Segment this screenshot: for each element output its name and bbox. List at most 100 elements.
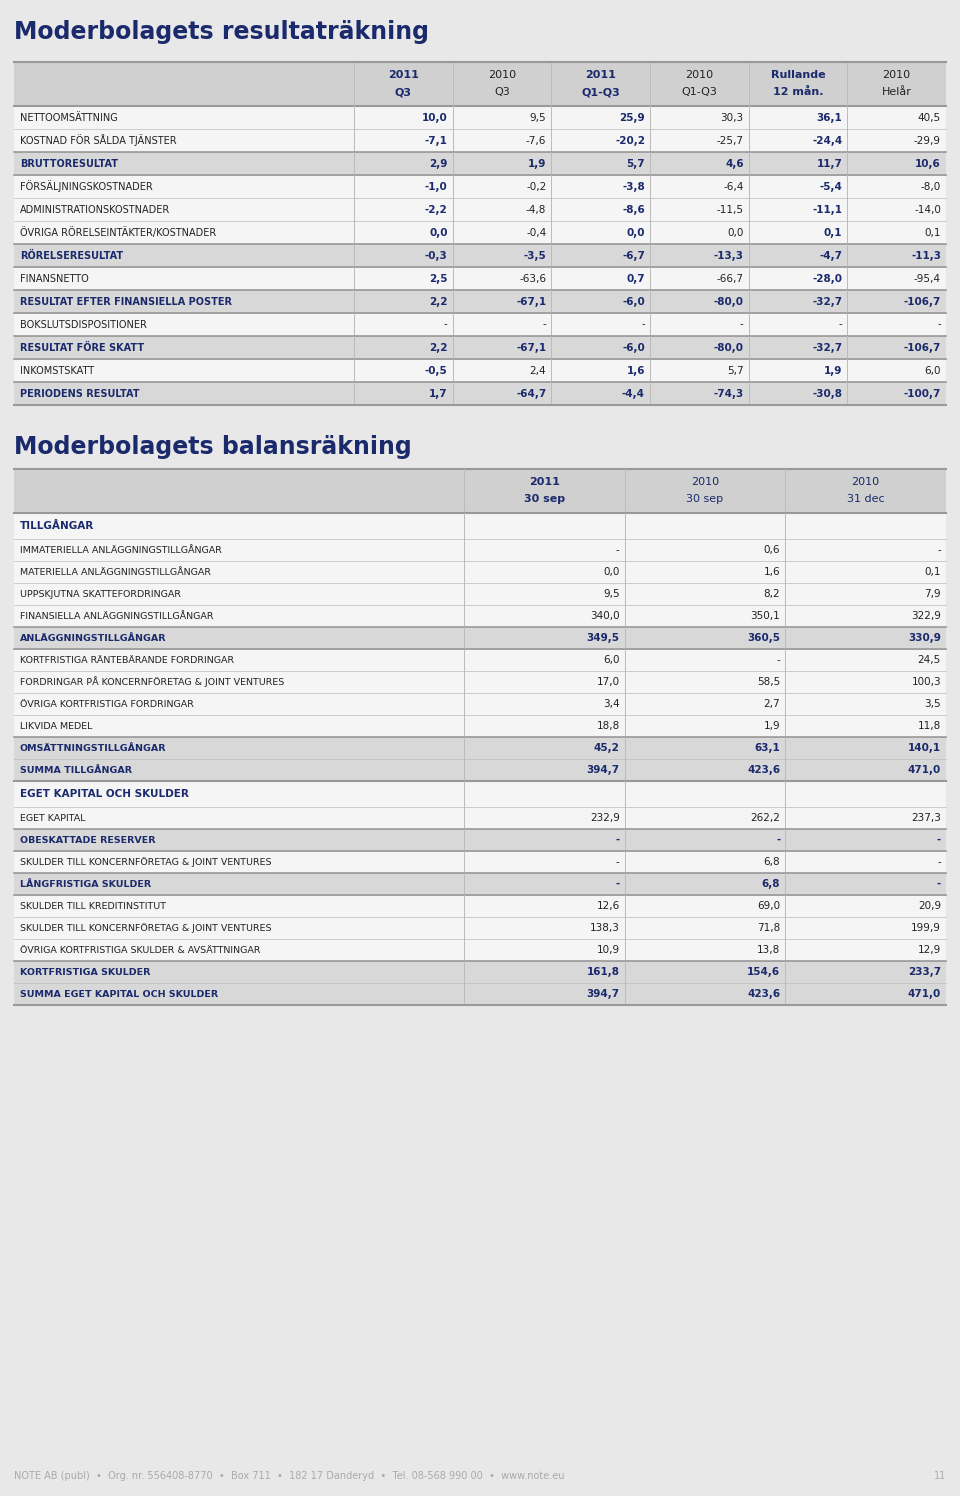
Text: 1,9: 1,9 (824, 365, 842, 375)
Text: -8,6: -8,6 (622, 205, 645, 214)
Bar (14, 290, 946, 313)
Text: 10,9: 10,9 (596, 945, 619, 954)
Text: 5,7: 5,7 (626, 159, 645, 169)
Text: -7,6: -7,6 (526, 136, 546, 145)
Text: -7,1: -7,1 (424, 136, 447, 145)
Text: SKULDER TILL KONCERNFÖRETAG & JOINT VENTURES: SKULDER TILL KONCERNFÖRETAG & JOINT VENT… (20, 857, 272, 868)
Text: 423,6: 423,6 (747, 764, 780, 775)
Bar (14, 874, 946, 895)
Text: 30 sep: 30 sep (686, 494, 724, 504)
Text: 3,5: 3,5 (924, 699, 941, 709)
Text: 24,5: 24,5 (918, 655, 941, 666)
Text: 2010: 2010 (691, 477, 719, 488)
Text: 340,0: 340,0 (590, 610, 619, 621)
Text: KOSTNAD FÖR SÅLDA TJÄNSTER: KOSTNAD FÖR SÅLDA TJÄNSTER (20, 135, 177, 147)
Text: 0,1: 0,1 (824, 227, 842, 238)
Text: 2011: 2011 (529, 477, 560, 488)
Text: SKULDER TILL KREDITINSTITUT: SKULDER TILL KREDITINSTITUT (20, 902, 166, 911)
Text: 0,0: 0,0 (728, 227, 744, 238)
Text: ÖVRIGA KORTFRISTIGA FORDRINGAR: ÖVRIGA KORTFRISTIGA FORDRINGAR (20, 700, 194, 709)
Text: 262,2: 262,2 (751, 812, 780, 823)
Bar (14, 758, 946, 781)
Text: 0,1: 0,1 (924, 567, 941, 577)
Text: -80,0: -80,0 (713, 296, 744, 307)
Text: 13,8: 13,8 (757, 945, 780, 954)
Text: 199,9: 199,9 (911, 923, 941, 934)
Text: -6,7: -6,7 (622, 250, 645, 260)
Text: 330,9: 330,9 (908, 633, 941, 643)
Text: 232,9: 232,9 (589, 812, 619, 823)
Bar (14, 266, 946, 290)
Bar (14, 983, 946, 1005)
Text: ÖVRIGA KORTFRISTIGA SKULDER & AVSÄTTNINGAR: ÖVRIGA KORTFRISTIGA SKULDER & AVSÄTTNING… (20, 945, 260, 954)
Bar (14, 381, 946, 405)
Text: UPPSKJUTNA SKATTEFORDRINGAR: UPPSKJUTNA SKATTEFORDRINGAR (20, 589, 181, 598)
Bar (14, 917, 946, 939)
Text: -67,1: -67,1 (516, 296, 546, 307)
Text: 349,5: 349,5 (587, 633, 619, 643)
Bar (14, 715, 946, 738)
Text: -: - (937, 835, 941, 845)
Text: 0,0: 0,0 (627, 227, 645, 238)
Text: -3,8: -3,8 (622, 181, 645, 191)
Bar (14, 129, 946, 153)
Text: FINANSNETTO: FINANSNETTO (20, 274, 88, 284)
Text: 30 sep: 30 sep (524, 494, 564, 504)
Text: 471,0: 471,0 (908, 764, 941, 775)
Bar (14, 693, 946, 715)
Text: 0,1: 0,1 (924, 227, 941, 238)
Text: 71,8: 71,8 (757, 923, 780, 934)
Text: Q3: Q3 (494, 87, 510, 97)
Text: -: - (616, 545, 619, 555)
Text: -: - (444, 320, 447, 329)
Text: 0,7: 0,7 (626, 274, 645, 284)
Text: 237,3: 237,3 (911, 812, 941, 823)
Text: -4,7: -4,7 (819, 250, 842, 260)
Text: 360,5: 360,5 (747, 633, 780, 643)
Text: 12,6: 12,6 (596, 901, 619, 911)
Text: Q1-Q3: Q1-Q3 (682, 87, 717, 97)
Text: -13,3: -13,3 (713, 250, 744, 260)
Text: 2011: 2011 (388, 70, 419, 79)
Text: 69,0: 69,0 (757, 901, 780, 911)
Text: EGET KAPITAL OCH SKULDER: EGET KAPITAL OCH SKULDER (20, 788, 189, 799)
Bar (14, 806, 946, 829)
Text: 233,7: 233,7 (908, 966, 941, 977)
Text: -: - (641, 320, 645, 329)
Text: -8,0: -8,0 (921, 181, 941, 191)
Bar (14, 939, 946, 960)
Text: 9,5: 9,5 (603, 589, 619, 598)
Text: NETTOOMSÄTTNING: NETTOOMSÄTTNING (20, 112, 118, 123)
Text: -2,2: -2,2 (425, 205, 447, 214)
Text: 0,0: 0,0 (603, 567, 619, 577)
Bar (14, 895, 946, 917)
Text: 2010: 2010 (488, 70, 516, 79)
Text: -106,7: -106,7 (903, 343, 941, 353)
Bar (14, 627, 946, 649)
Bar (14, 61, 946, 106)
Text: 58,5: 58,5 (757, 678, 780, 687)
Text: 12 mån.: 12 mån. (773, 87, 824, 97)
Text: 4,6: 4,6 (725, 159, 744, 169)
Text: 12,9: 12,9 (918, 945, 941, 954)
Text: -100,7: -100,7 (903, 389, 941, 398)
Text: 20,9: 20,9 (918, 901, 941, 911)
Text: 1,6: 1,6 (764, 567, 780, 577)
Text: KORTFRISTIGA RÄNTEBÄRANDE FORDRINGAR: KORTFRISTIGA RÄNTEBÄRANDE FORDRINGAR (20, 655, 234, 664)
Text: 394,7: 394,7 (587, 989, 619, 999)
Text: 423,6: 423,6 (747, 989, 780, 999)
Text: -63,6: -63,6 (519, 274, 546, 284)
Text: -0,2: -0,2 (526, 181, 546, 191)
Bar (14, 153, 946, 175)
Bar (14, 583, 946, 604)
Text: -66,7: -66,7 (717, 274, 744, 284)
Text: 36,1: 36,1 (817, 112, 842, 123)
Text: Rullande: Rullande (771, 70, 826, 79)
Bar (14, 175, 946, 197)
Bar (14, 672, 946, 693)
Text: 2010: 2010 (685, 70, 713, 79)
Text: RESULTAT FÖRE SKATT: RESULTAT FÖRE SKATT (20, 343, 144, 353)
Text: OBESKATTADE RESERVER: OBESKATTADE RESERVER (20, 835, 156, 845)
Text: NOTE AB (publ)  •  Org. nr. 556408-8770  •  Box 711  •  182 17 Danderyd  •  Tel.: NOTE AB (publ) • Org. nr. 556408-8770 • … (14, 1471, 564, 1481)
Text: -1,0: -1,0 (425, 181, 447, 191)
